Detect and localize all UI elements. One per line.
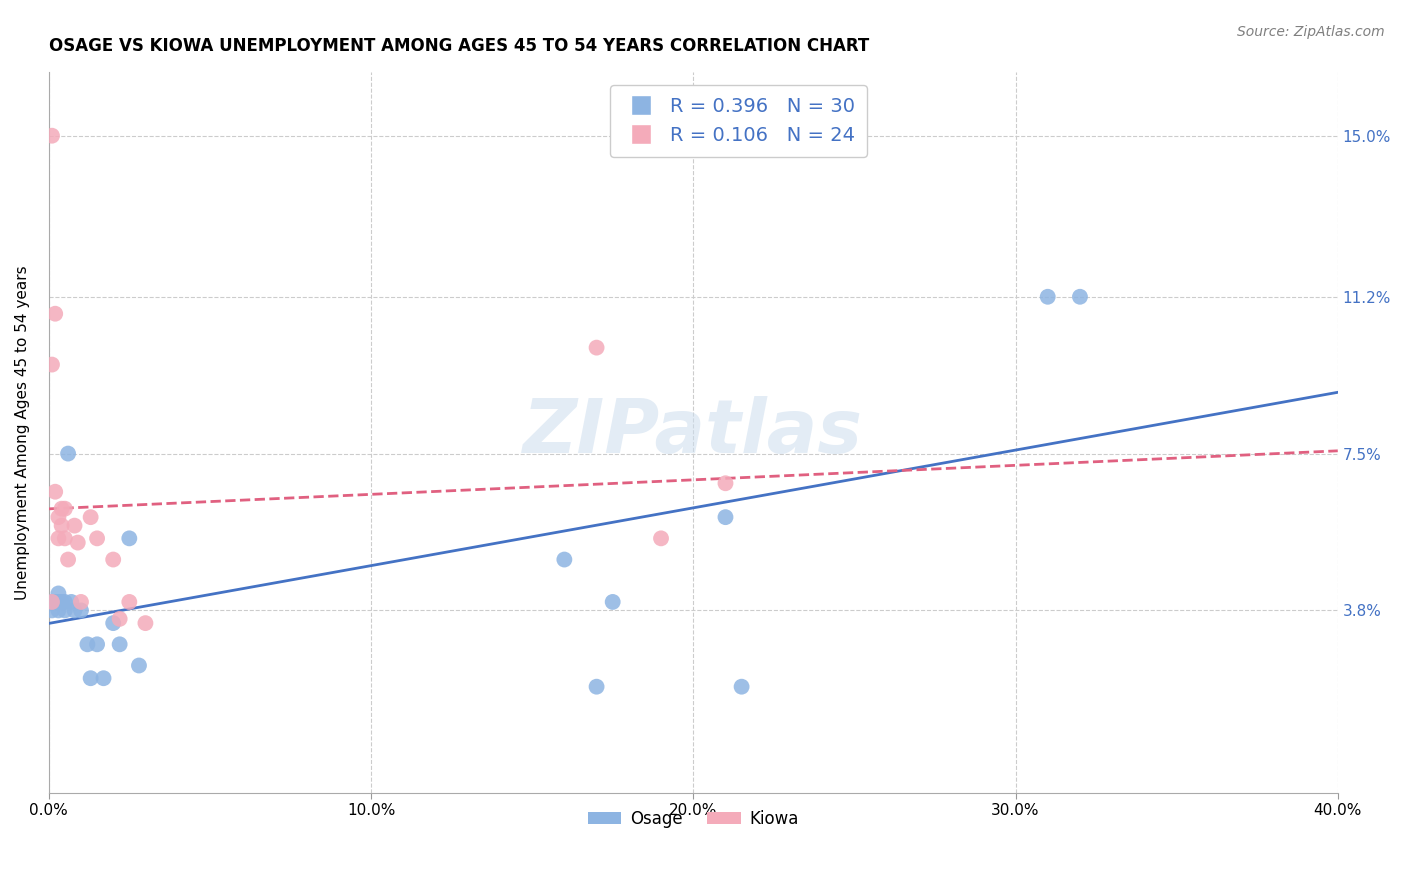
Point bbox=[56, 447, 79, 461]
Point bbox=[48, 595, 70, 609]
Point bbox=[48, 586, 70, 600]
Point bbox=[41, 128, 63, 143]
Point bbox=[44, 595, 66, 609]
Point bbox=[76, 637, 98, 651]
Point bbox=[60, 595, 83, 609]
Point bbox=[51, 518, 73, 533]
Point bbox=[714, 510, 737, 524]
Text: ZIPatlas: ZIPatlas bbox=[523, 396, 863, 469]
Point bbox=[48, 532, 70, 546]
Point bbox=[86, 532, 108, 546]
Point bbox=[103, 616, 125, 631]
Point bbox=[41, 595, 63, 609]
Point bbox=[585, 680, 607, 694]
Text: Source: ZipAtlas.com: Source: ZipAtlas.com bbox=[1237, 25, 1385, 39]
Point bbox=[44, 484, 66, 499]
Point bbox=[56, 552, 79, 566]
Point bbox=[53, 501, 76, 516]
Point bbox=[1069, 290, 1091, 304]
Point bbox=[41, 603, 63, 617]
Point bbox=[44, 595, 66, 609]
Point bbox=[53, 532, 76, 546]
Point bbox=[553, 552, 575, 566]
Point bbox=[79, 510, 101, 524]
Point bbox=[118, 532, 141, 546]
Point bbox=[108, 637, 131, 651]
Point bbox=[103, 552, 125, 566]
Point bbox=[51, 595, 73, 609]
Point bbox=[128, 658, 150, 673]
Point bbox=[108, 612, 131, 626]
Point bbox=[66, 535, 89, 549]
Point bbox=[53, 603, 76, 617]
Point bbox=[51, 595, 73, 609]
Point bbox=[63, 603, 86, 617]
Point bbox=[63, 518, 86, 533]
Point bbox=[51, 501, 73, 516]
Point bbox=[93, 671, 115, 685]
Point bbox=[86, 637, 108, 651]
Point bbox=[48, 603, 70, 617]
Point bbox=[118, 595, 141, 609]
Point bbox=[134, 616, 156, 631]
Point bbox=[53, 595, 76, 609]
Point bbox=[41, 595, 63, 609]
Point bbox=[41, 358, 63, 372]
Text: OSAGE VS KIOWA UNEMPLOYMENT AMONG AGES 45 TO 54 YEARS CORRELATION CHART: OSAGE VS KIOWA UNEMPLOYMENT AMONG AGES 4… bbox=[49, 37, 869, 55]
Point bbox=[70, 603, 93, 617]
Point bbox=[1036, 290, 1059, 304]
Legend: Osage, Kiowa: Osage, Kiowa bbox=[582, 804, 806, 835]
Point bbox=[585, 341, 607, 355]
Point bbox=[48, 510, 70, 524]
Point bbox=[650, 532, 672, 546]
Point bbox=[714, 476, 737, 491]
Point bbox=[70, 595, 93, 609]
Point bbox=[730, 680, 752, 694]
Point bbox=[44, 307, 66, 321]
Y-axis label: Unemployment Among Ages 45 to 54 years: Unemployment Among Ages 45 to 54 years bbox=[15, 265, 30, 599]
Point bbox=[602, 595, 624, 609]
Point bbox=[79, 671, 101, 685]
